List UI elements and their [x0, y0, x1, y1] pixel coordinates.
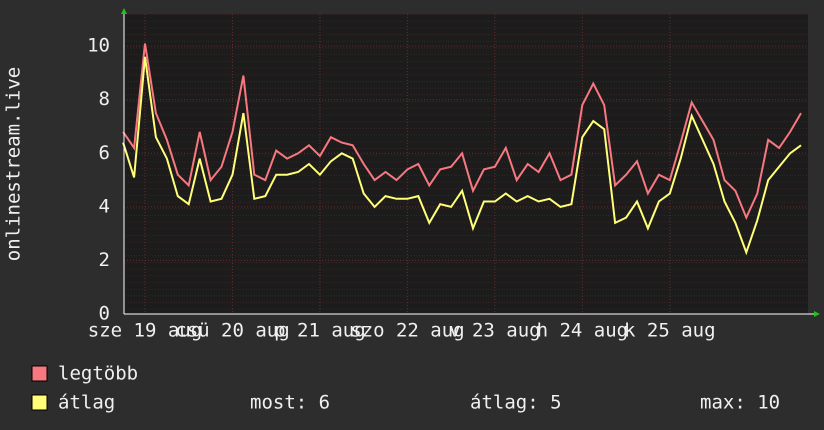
x-tick-label: v 23 aug — [449, 320, 541, 342]
x-tick-label: h 24 aug — [537, 320, 629, 342]
x-arrow — [814, 311, 820, 317]
x-tick-label: szo 22 aug — [350, 320, 464, 342]
y-tick-label: 0 — [99, 303, 110, 325]
x-tick-label: csü 20 aug — [175, 320, 289, 342]
legend-label: legtöbb — [58, 363, 138, 385]
y-axis-label: onlinestream.live — [3, 67, 25, 261]
plot — [122, 14, 808, 315]
series-line — [122, 56, 802, 256]
stat-label: átlag: 5 — [470, 392, 562, 414]
y-tick-label: 4 — [99, 195, 110, 217]
legend-label: átlag — [58, 392, 115, 414]
y-tick-label: 10 — [87, 35, 110, 57]
y-tick-label: 6 — [99, 142, 110, 164]
stat-label: most: 6 — [250, 392, 330, 414]
legend-swatch — [31, 394, 48, 411]
x-tick-label: p 21 aug — [274, 320, 366, 342]
y-arrow — [121, 8, 127, 14]
stat-label: max: 10 — [700, 392, 780, 414]
series-line — [122, 43, 802, 221]
x-tick-label: k 25 aug — [624, 320, 716, 342]
y-tick-label: 8 — [99, 88, 110, 110]
legend-swatch — [31, 365, 48, 382]
legend: legtöbb átlag most: 6 átlag: 5 max: 10 — [31, 363, 780, 414]
y-tick-label: 2 — [99, 249, 110, 271]
x-tick-label: sze 19 aug — [88, 320, 202, 342]
